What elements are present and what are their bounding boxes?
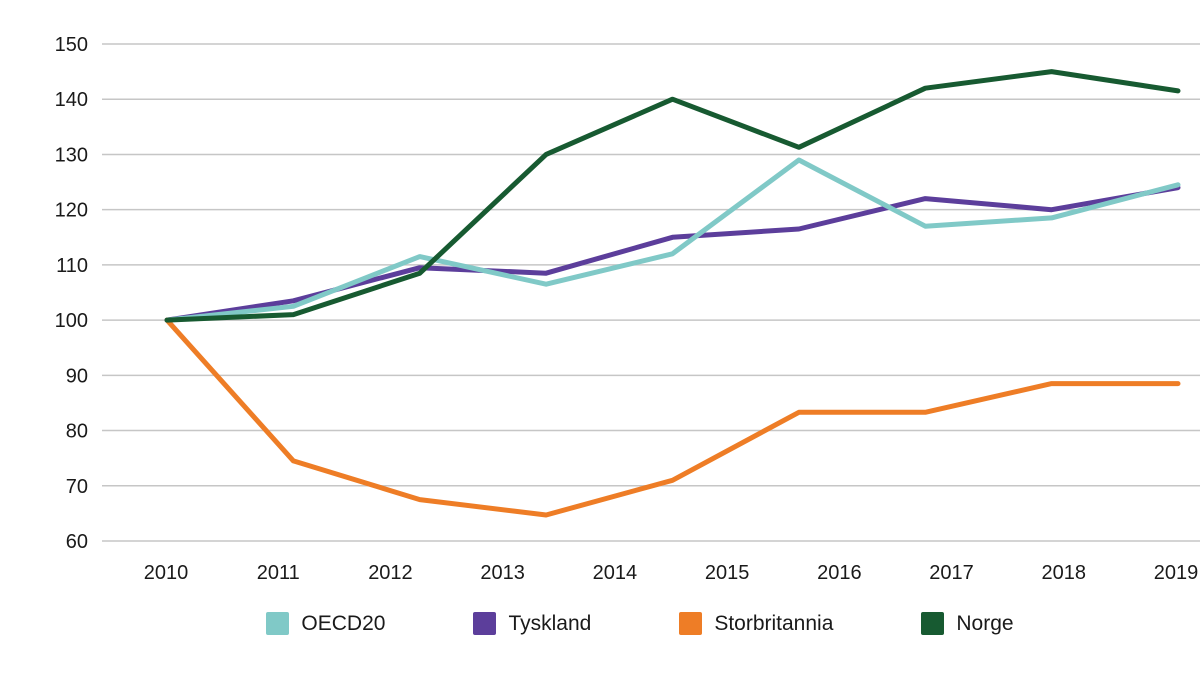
series-line-oecd20: [167, 160, 1178, 320]
y-axis-tick-label: 100: [55, 310, 88, 332]
x-axis-tick-label: 2011: [257, 562, 300, 584]
x-axis-tick-label: 2015: [705, 562, 750, 584]
line-chart-figure: 150 140 130 120 110 100 90 80 70 60 2010 2011 2012 20…: [40, 16, 1200, 668]
y-axis-tick-label: 150: [55, 34, 88, 56]
x-axis-tick-label: 2017: [929, 562, 974, 584]
legend-item-norge: Norge: [921, 612, 1013, 635]
x-axis-tick-label: 2012: [368, 562, 413, 584]
x-axis-tick-label: 2010: [144, 562, 189, 584]
y-axis-tick-label: 130: [55, 144, 88, 166]
legend-swatch-icon: [679, 612, 702, 635]
x-axis-tick-label: 2013: [480, 562, 524, 584]
legend-item-tyskland: Tyskland: [473, 612, 591, 635]
series-line-norge: [167, 72, 1178, 321]
x-axis-tick-label: 2019: [1154, 562, 1199, 584]
legend-swatch-icon: [473, 612, 496, 635]
chart-legend: OECD20 Tyskland Storbritannia Norge: [40, 612, 1200, 635]
y-axis-tick-label: 70: [66, 476, 88, 498]
x-axis-tick-label: 2018: [1042, 562, 1087, 584]
y-axis-tick-label: 80: [66, 421, 88, 443]
legend-item-storbritannia: Storbritannia: [679, 612, 833, 635]
x-axis-tick-label: 2016: [817, 562, 862, 584]
y-axis-tick-label: 140: [55, 89, 88, 111]
legend-label: Storbritannia: [714, 613, 833, 634]
legend-swatch-icon: [266, 612, 289, 635]
x-axis-tick-label: 2014: [593, 562, 638, 584]
legend-label: Norge: [956, 613, 1013, 634]
legend-label: OECD20: [301, 613, 385, 634]
y-axis-tick-label: 120: [55, 200, 88, 222]
line-chart: 150 140 130 120 110 100 90 80 70 60 2010 2011 2012 20…: [40, 16, 1200, 596]
y-axis-tick-label: 90: [66, 365, 88, 387]
legend-item-oecd20: OECD20: [266, 612, 385, 635]
legend-swatch-icon: [921, 612, 944, 635]
y-axis-tick-label: 110: [56, 255, 88, 277]
y-axis-tick-label: 60: [66, 531, 88, 553]
legend-label: Tyskland: [508, 613, 591, 634]
